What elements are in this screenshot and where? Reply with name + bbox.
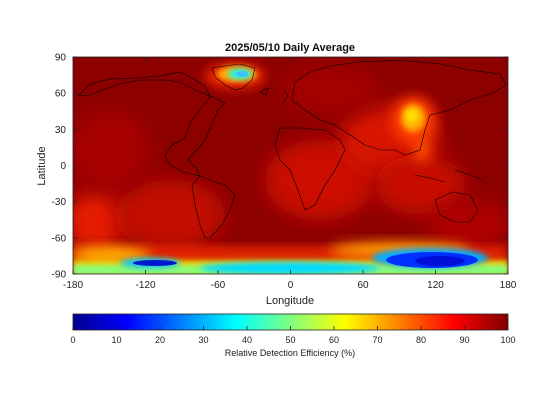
x-tick-label: -120 <box>135 280 155 291</box>
colorbar-tick-label: 20 <box>155 335 165 345</box>
y-axis-ticks: 90 60 30 0 -30 -60 -90 <box>52 53 508 281</box>
colorbar-tick-label: 0 <box>70 335 75 345</box>
x-axis-label: Longitude <box>266 295 314 307</box>
y-tick-label: 90 <box>55 53 67 64</box>
colorbar-tick-label: 30 <box>198 335 208 345</box>
colorbar-tick-label: 90 <box>459 335 469 345</box>
y-tick-label: 0 <box>60 161 66 172</box>
x-tick-label: -60 <box>211 280 226 291</box>
colorbar-tick-label: 50 <box>285 335 295 345</box>
colorbar-tick-label: 40 <box>242 335 252 345</box>
colorbar-tick-label: 70 <box>372 335 382 345</box>
y-tick-label: -60 <box>52 233 67 244</box>
x-tick-label: 120 <box>427 280 444 291</box>
colorbar-tick-label: 100 <box>500 335 515 345</box>
x-tick-label: 0 <box>288 280 294 291</box>
y-axis-label: Latitude <box>36 146 48 185</box>
colorbar-tick-label: 60 <box>329 335 339 345</box>
x-axis-ticks: -180 -120 -60 0 60 120 180 <box>63 57 517 291</box>
x-tick-label: 60 <box>357 280 369 291</box>
colorbar-tick-label: 10 <box>111 335 121 345</box>
y-tick-label: 30 <box>55 125 67 136</box>
y-tick-label: -30 <box>52 197 67 208</box>
x-tick-label: -180 <box>63 280 83 291</box>
y-tick-label: -90 <box>52 270 67 281</box>
map-title: 2025/05/10 Daily Average <box>225 42 355 54</box>
colorbar-tick-label: 80 <box>416 335 426 345</box>
efficiency-field <box>73 64 508 274</box>
map-plot <box>73 57 508 274</box>
colorbar-label: Relative Detection Efficiency (%) <box>225 348 355 358</box>
coastlines <box>77 59 507 239</box>
y-tick-label: 60 <box>55 89 67 100</box>
x-tick-label: 180 <box>500 280 517 291</box>
colorbar-ticks: 0 10 20 30 40 50 60 70 80 90 100 <box>70 326 516 345</box>
